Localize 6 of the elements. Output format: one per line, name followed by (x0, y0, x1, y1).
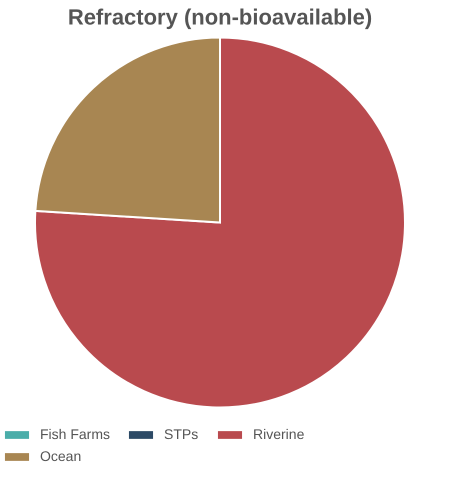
pie-slice (34, 36, 406, 408)
legend-label: Riverine (253, 426, 305, 442)
chart-title: Refractory (non-bioavailable) (68, 4, 372, 30)
legend-label: STPs (164, 426, 198, 442)
legend-label: Ocean (40, 448, 82, 464)
legend-label: Fish Farms (40, 426, 110, 442)
